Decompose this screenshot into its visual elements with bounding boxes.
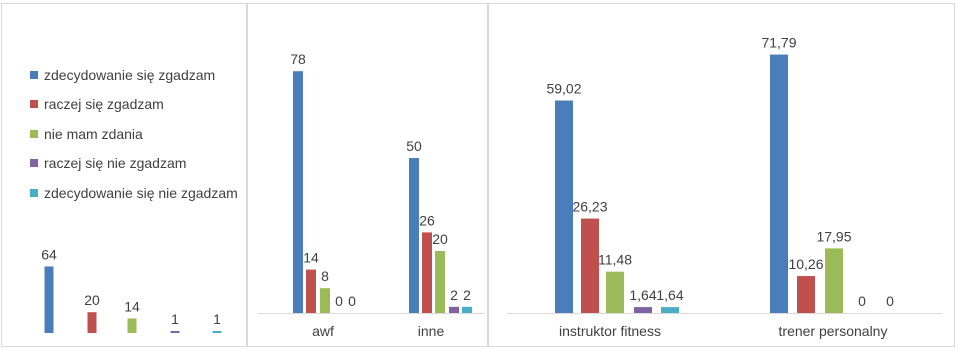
- data-label: 1,64: [629, 287, 656, 303]
- category-label: trener personalny: [779, 323, 888, 339]
- data-label: 59,02: [546, 81, 581, 97]
- data-label: 0: [858, 293, 866, 309]
- data-label: 20: [432, 231, 448, 247]
- bar: [212, 331, 222, 333]
- bar: [306, 269, 316, 313]
- bar: [127, 318, 137, 333]
- legend-label: raczej się zgadzam: [44, 96, 164, 113]
- legend-label: zdecydowanie się zgadzam: [44, 66, 216, 83]
- legend-item: zdecydowanie się nie zgadzam: [30, 178, 238, 208]
- category-label: instruktor fitness: [559, 323, 661, 339]
- data-label: 20: [84, 292, 100, 308]
- legend-item: nie mam zdania: [30, 119, 238, 149]
- bar: [409, 158, 419, 313]
- data-label: 1: [213, 311, 221, 327]
- bar: [293, 71, 303, 313]
- bar: [170, 331, 180, 333]
- panel-3-frame: [488, 3, 955, 347]
- bar: [661, 307, 679, 313]
- data-label: 78: [290, 51, 306, 67]
- legend-item: raczej się nie zgadzam: [30, 149, 238, 179]
- data-label: 11,48: [598, 252, 632, 268]
- bar: [449, 306, 459, 313]
- category-label: inne: [418, 323, 445, 339]
- bar: [462, 306, 472, 313]
- bar: [87, 312, 97, 333]
- bar: [581, 218, 599, 313]
- data-label: 71,79: [761, 35, 796, 51]
- panel-2-frame: [247, 3, 488, 347]
- data-label: 14: [303, 250, 319, 266]
- data-label: 0: [335, 293, 343, 309]
- bar: [797, 276, 815, 313]
- legend-swatch: [30, 100, 38, 109]
- bar: [44, 266, 54, 333]
- legend-item: zdecydowanie się zgadzam: [30, 60, 238, 90]
- category-label: awf: [312, 323, 334, 339]
- legend-swatch: [30, 159, 38, 168]
- data-label: 2: [463, 287, 471, 303]
- data-label: 10,26: [788, 256, 823, 272]
- bar: [320, 288, 330, 313]
- data-label: 64: [41, 246, 57, 262]
- legend-swatch: [30, 129, 38, 138]
- data-label: 0: [886, 293, 894, 309]
- data-label: 26,23: [572, 199, 607, 215]
- legend-item: raczej się zgadzam: [30, 90, 238, 120]
- data-label: 14: [124, 298, 140, 314]
- data-label: 0: [348, 293, 356, 309]
- legend-swatch: [30, 188, 38, 197]
- legend-swatch: [30, 70, 38, 79]
- legend-label: nie mam zdania: [44, 125, 143, 142]
- bar: [770, 54, 788, 313]
- legend-label: zdecydowanie się nie zgadzam: [44, 184, 238, 201]
- bar: [634, 307, 652, 313]
- bar: [555, 100, 573, 313]
- bar: [825, 248, 843, 313]
- data-label: 50: [406, 138, 422, 154]
- panel-1-frame: [1, 3, 247, 347]
- data-label: 26: [419, 212, 435, 228]
- bar: [606, 271, 624, 313]
- chart-legend: zdecydowanie się zgadzam raczej się zgad…: [30, 60, 238, 208]
- legend-label: raczej się nie zgadzam: [44, 155, 187, 172]
- data-label: 1,64: [656, 287, 683, 303]
- data-label: 1: [171, 311, 179, 327]
- data-label: 2: [450, 287, 458, 303]
- bar: [435, 251, 445, 313]
- data-label: 17,95: [816, 228, 851, 244]
- bar: [422, 232, 432, 313]
- data-label: 8: [321, 268, 329, 284]
